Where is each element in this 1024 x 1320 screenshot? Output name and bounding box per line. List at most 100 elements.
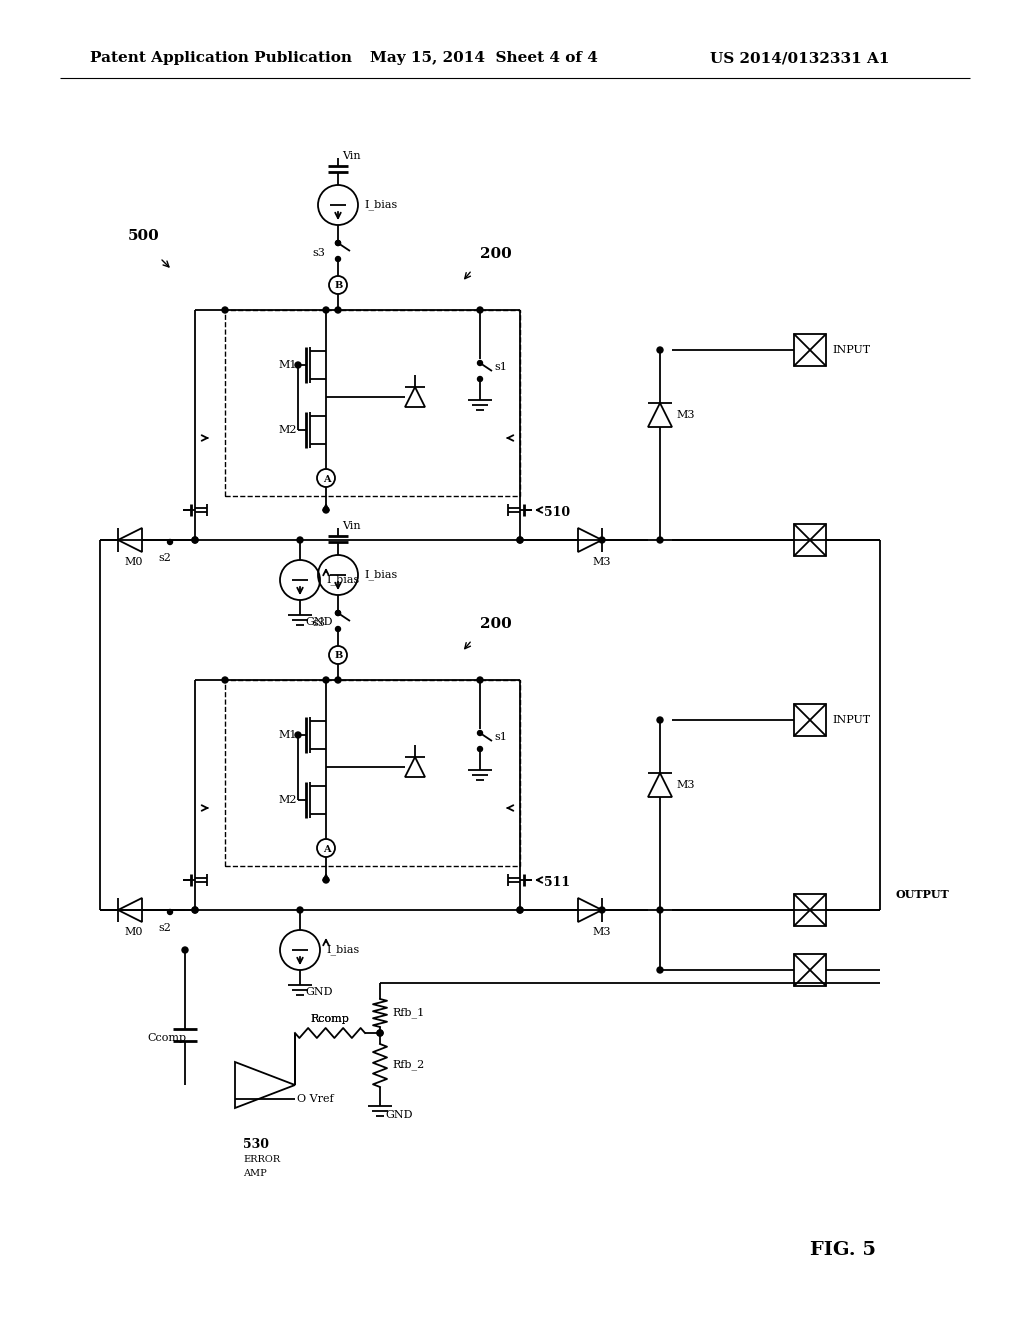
Circle shape	[323, 507, 329, 513]
Circle shape	[477, 730, 482, 735]
Circle shape	[517, 907, 523, 913]
Text: FIG. 5: FIG. 5	[810, 1241, 876, 1259]
Circle shape	[323, 308, 329, 313]
Text: M3: M3	[676, 780, 694, 789]
Circle shape	[222, 677, 228, 682]
Bar	[794, 524, 826, 556]
Circle shape	[477, 308, 483, 313]
Circle shape	[377, 1030, 383, 1036]
Circle shape	[336, 627, 341, 631]
Bar	[794, 894, 826, 927]
Text: s1: s1	[494, 733, 507, 742]
Text: s3: s3	[312, 618, 325, 628]
Circle shape	[336, 610, 341, 615]
Text: M0: M0	[124, 557, 142, 568]
Text: Ccomp: Ccomp	[147, 1034, 186, 1043]
Text: Rfb_1: Rfb_1	[392, 1007, 424, 1018]
Circle shape	[477, 360, 482, 366]
Circle shape	[297, 537, 303, 543]
Text: M3: M3	[592, 927, 610, 937]
Text: O Vref: O Vref	[297, 1094, 334, 1104]
Circle shape	[657, 907, 663, 913]
Text: M3: M3	[676, 411, 694, 420]
Circle shape	[193, 907, 198, 913]
Circle shape	[297, 907, 303, 913]
Text: I_bias: I_bias	[326, 574, 359, 585]
Circle shape	[657, 537, 663, 543]
Text: s2: s2	[158, 553, 171, 564]
Text: 200: 200	[480, 247, 512, 261]
Circle shape	[377, 1030, 383, 1036]
Text: M2: M2	[278, 425, 297, 436]
Text: INPUT: INPUT	[831, 345, 870, 355]
Text: INPUT: INPUT	[831, 715, 870, 725]
Circle shape	[599, 537, 605, 543]
Text: GND: GND	[305, 987, 333, 997]
Text: I_bias: I_bias	[364, 570, 397, 581]
Text: M1: M1	[278, 360, 297, 370]
Text: Vin: Vin	[342, 150, 360, 161]
Text: B: B	[335, 281, 343, 290]
Text: Rfb_2: Rfb_2	[392, 1060, 424, 1071]
Circle shape	[657, 968, 663, 973]
Text: A: A	[324, 474, 331, 483]
Circle shape	[182, 946, 188, 953]
Circle shape	[517, 537, 523, 543]
Circle shape	[477, 747, 482, 751]
Circle shape	[336, 240, 341, 246]
Bar	[225, 310, 520, 496]
Text: B: B	[335, 652, 343, 660]
Text: M0: M0	[124, 927, 142, 937]
Bar	[794, 954, 826, 986]
Text: M2: M2	[278, 795, 297, 805]
Circle shape	[323, 677, 329, 682]
Circle shape	[335, 308, 341, 313]
Text: US 2014/0132331 A1: US 2014/0132331 A1	[710, 51, 890, 65]
Text: s1: s1	[494, 362, 507, 372]
Circle shape	[657, 347, 663, 352]
Text: M1: M1	[278, 730, 297, 741]
Text: GND: GND	[305, 616, 333, 627]
Text: Rcomp: Rcomp	[310, 1014, 349, 1024]
Text: 200: 200	[480, 616, 512, 631]
Circle shape	[336, 256, 341, 261]
Text: 510: 510	[544, 506, 570, 519]
Circle shape	[193, 537, 198, 543]
Circle shape	[295, 362, 301, 368]
Text: 511: 511	[544, 875, 570, 888]
Circle shape	[335, 677, 341, 682]
Circle shape	[477, 677, 483, 682]
Text: AMP: AMP	[243, 1168, 266, 1177]
Text: OUTPUT: OUTPUT	[895, 890, 949, 900]
Circle shape	[168, 909, 172, 915]
Text: Vin: Vin	[342, 521, 360, 531]
Text: Patent Application Publication: Patent Application Publication	[90, 51, 352, 65]
Text: s2: s2	[158, 923, 171, 933]
Text: 500: 500	[128, 228, 160, 243]
Circle shape	[323, 876, 329, 883]
Text: I_bias: I_bias	[326, 945, 359, 956]
Text: Rcomp: Rcomp	[310, 1014, 349, 1024]
Bar	[794, 334, 826, 366]
Circle shape	[336, 240, 341, 246]
Text: s3: s3	[312, 248, 325, 257]
Text: ERROR: ERROR	[243, 1155, 281, 1164]
Circle shape	[193, 537, 198, 543]
Circle shape	[336, 610, 341, 615]
Bar	[794, 704, 826, 737]
Text: GND: GND	[385, 1110, 413, 1119]
Circle shape	[657, 717, 663, 723]
Bar	[225, 680, 520, 866]
Text: M3: M3	[592, 557, 610, 568]
Circle shape	[222, 308, 228, 313]
Text: May 15, 2014  Sheet 4 of 4: May 15, 2014 Sheet 4 of 4	[370, 51, 598, 65]
Circle shape	[168, 540, 172, 544]
Circle shape	[517, 537, 523, 543]
Circle shape	[599, 907, 605, 913]
Circle shape	[477, 376, 482, 381]
Text: 530: 530	[243, 1138, 269, 1151]
Circle shape	[517, 907, 523, 913]
Circle shape	[295, 733, 301, 738]
Text: I_bias: I_bias	[364, 199, 397, 210]
Circle shape	[193, 907, 198, 913]
